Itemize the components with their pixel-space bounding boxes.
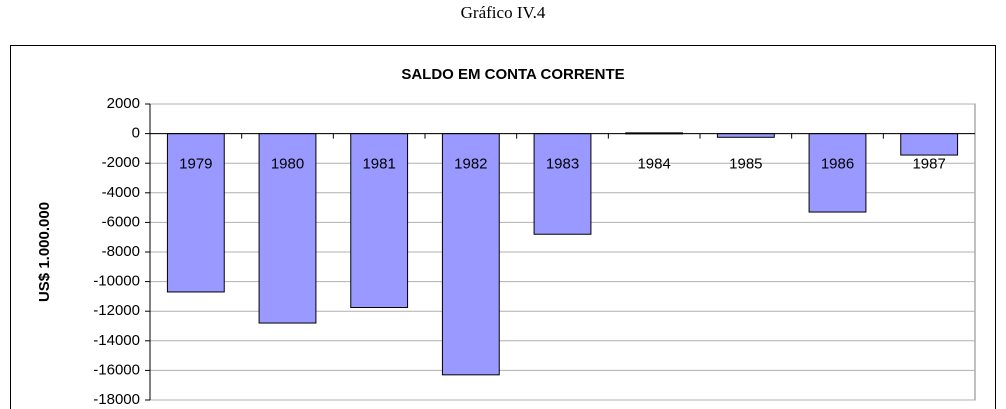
x-tick-label: 1987 <box>912 156 945 173</box>
x-tick-label: 1979 <box>179 156 212 173</box>
x-tick-label: 1985 <box>729 156 762 173</box>
bar <box>900 133 959 156</box>
y-tick-label: 0 <box>132 125 140 142</box>
y-tick-label: -14000 <box>93 332 140 349</box>
x-tick-label: 1980 <box>271 156 304 173</box>
bar <box>716 133 775 138</box>
caption: Gráfico IV.4 <box>461 3 546 22</box>
x-tick-label: 1981 <box>362 156 395 173</box>
chart-title: SALDO EM CONTA CORRENTE <box>401 66 624 83</box>
y-tick-label: -16000 <box>93 361 140 378</box>
bar <box>258 133 317 324</box>
bar <box>350 133 409 308</box>
y-tick-label: -8000 <box>102 243 140 260</box>
y-tick-label: -10000 <box>93 273 140 290</box>
y-tick-label: 2000 <box>107 95 140 112</box>
y-tick-label: -12000 <box>93 302 140 319</box>
bar <box>166 133 225 293</box>
x-tick-label: 1982 <box>454 156 487 173</box>
y-axis-label: US$ 1.000.000 <box>36 202 53 302</box>
x-tick-label: 1984 <box>637 156 670 173</box>
x-tick-label: 1983 <box>546 156 579 173</box>
y-tick-label: -6000 <box>102 213 140 230</box>
bar <box>533 133 592 235</box>
bar <box>808 133 867 213</box>
x-tick-label: 1986 <box>821 156 854 173</box>
bar <box>441 133 500 376</box>
y-tick-label: -18000 <box>93 391 140 408</box>
y-tick-label: -4000 <box>102 184 140 201</box>
y-tick-label: -2000 <box>102 154 140 171</box>
